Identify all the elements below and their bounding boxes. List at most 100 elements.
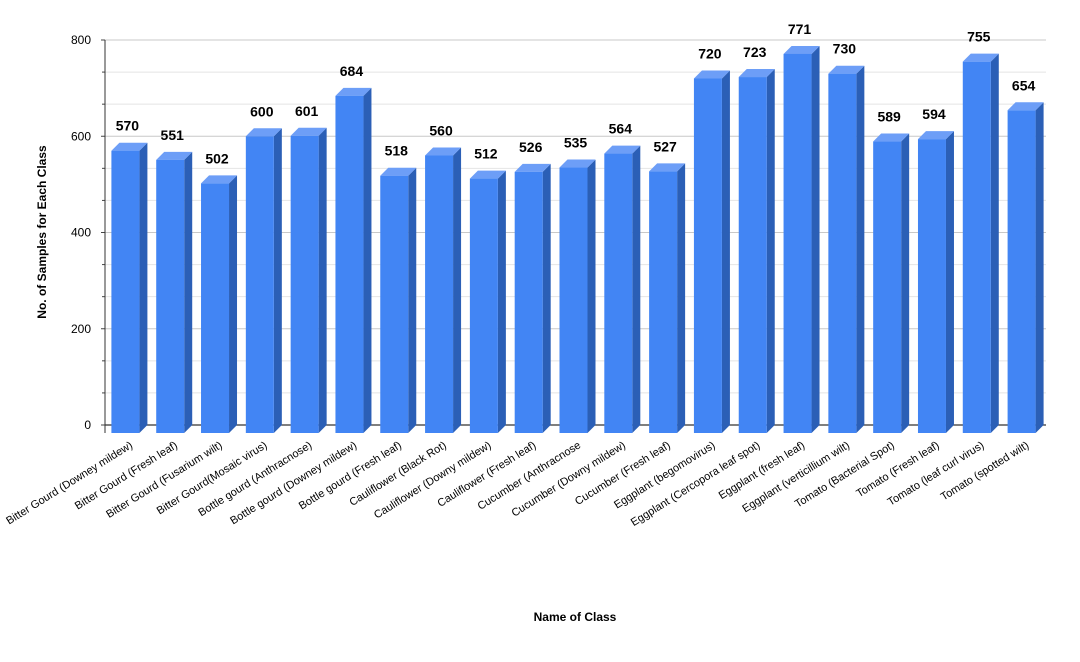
y-tick-label: 600 bbox=[71, 129, 91, 143]
bar-front bbox=[873, 141, 902, 433]
data-label: 564 bbox=[609, 121, 633, 137]
bars bbox=[111, 45, 1044, 434]
bar-side bbox=[408, 167, 417, 433]
bar-front bbox=[649, 171, 678, 433]
bar-front bbox=[962, 61, 991, 433]
bar-side bbox=[811, 45, 820, 434]
data-label: 601 bbox=[295, 103, 319, 119]
bar-top bbox=[290, 127, 327, 136]
bar-side bbox=[945, 131, 954, 433]
bar-front bbox=[201, 183, 230, 433]
bar-front bbox=[738, 77, 767, 434]
bar bbox=[156, 151, 193, 434]
bar-front bbox=[156, 159, 185, 434]
bar-side bbox=[766, 69, 775, 434]
bar-top bbox=[962, 53, 999, 62]
bar-side bbox=[184, 151, 193, 434]
bar bbox=[559, 159, 596, 433]
bar bbox=[335, 87, 372, 433]
bar bbox=[693, 70, 730, 433]
bar-front bbox=[1007, 110, 1036, 433]
bar-side bbox=[273, 128, 282, 433]
bar-side bbox=[453, 147, 462, 433]
bar-front bbox=[469, 178, 498, 433]
x-axis-title: Name of Class bbox=[534, 610, 617, 624]
data-label: 771 bbox=[788, 21, 812, 37]
data-label: 684 bbox=[340, 63, 364, 79]
bar bbox=[917, 131, 954, 433]
data-label: 654 bbox=[1012, 77, 1036, 93]
bar-top bbox=[201, 175, 238, 184]
data-label: 527 bbox=[653, 138, 677, 154]
bar bbox=[828, 65, 865, 433]
bar-side bbox=[497, 170, 506, 433]
y-tick-label: 800 bbox=[71, 33, 91, 47]
bar bbox=[873, 133, 910, 433]
bar-top bbox=[111, 142, 148, 151]
bar-side bbox=[901, 133, 910, 433]
bar-top bbox=[245, 128, 282, 137]
bar-front bbox=[917, 139, 946, 433]
bar-front bbox=[425, 155, 454, 433]
data-label: 526 bbox=[519, 139, 543, 155]
bar bbox=[738, 69, 775, 434]
bar bbox=[290, 127, 327, 434]
bar-front bbox=[783, 53, 812, 434]
data-label: 594 bbox=[922, 106, 946, 122]
data-label: 512 bbox=[474, 146, 498, 162]
bar-side bbox=[721, 70, 730, 433]
bar-top bbox=[156, 151, 193, 160]
bar-top bbox=[380, 167, 417, 176]
bar bbox=[469, 170, 506, 433]
y-tick-label: 0 bbox=[84, 418, 91, 432]
data-label: 518 bbox=[385, 143, 409, 159]
bar-side bbox=[587, 159, 596, 433]
bar-front bbox=[380, 175, 409, 433]
bar bbox=[649, 163, 686, 433]
data-label: 755 bbox=[967, 29, 991, 45]
data-label: 570 bbox=[116, 118, 140, 134]
data-label: 502 bbox=[205, 150, 229, 166]
bar-top bbox=[649, 163, 686, 172]
bar-top bbox=[559, 159, 596, 168]
bar-side bbox=[677, 163, 686, 433]
bar bbox=[201, 175, 238, 433]
bar-side bbox=[856, 65, 865, 433]
bar-front bbox=[828, 73, 857, 433]
bar-top bbox=[783, 45, 820, 54]
bar bbox=[380, 167, 417, 433]
bar-top bbox=[738, 69, 775, 78]
bar bbox=[111, 142, 148, 433]
bar-front bbox=[514, 171, 543, 434]
data-label: 730 bbox=[833, 41, 857, 57]
bar-top bbox=[425, 147, 462, 156]
bar-top bbox=[469, 170, 506, 179]
data-label: 535 bbox=[564, 135, 588, 151]
bar-front bbox=[245, 136, 274, 433]
bar-top bbox=[514, 163, 551, 172]
bar-front bbox=[604, 153, 633, 433]
bar bbox=[1007, 102, 1044, 433]
data-label: 723 bbox=[743, 44, 767, 60]
bar bbox=[425, 147, 462, 433]
y-axis-title: No. of Samples for Each Class bbox=[35, 145, 49, 319]
bar-top bbox=[693, 70, 730, 79]
data-labels: 570 551 502 600 601 684 518 560 512 526 535 564 527 7… bbox=[116, 21, 1036, 166]
bar-side bbox=[318, 127, 327, 434]
bar-front bbox=[290, 135, 319, 434]
bar-side bbox=[363, 87, 372, 433]
bar bbox=[245, 128, 282, 433]
bar bbox=[604, 145, 641, 433]
bar-front bbox=[335, 95, 364, 433]
bar-top bbox=[335, 87, 372, 96]
bar-side bbox=[542, 163, 551, 434]
bar-side bbox=[990, 53, 999, 433]
bar-top bbox=[917, 131, 954, 140]
bar-front bbox=[111, 150, 140, 433]
bar bbox=[783, 45, 820, 434]
data-label: 720 bbox=[698, 46, 722, 62]
data-label: 560 bbox=[429, 123, 453, 139]
data-label: 600 bbox=[250, 103, 274, 119]
